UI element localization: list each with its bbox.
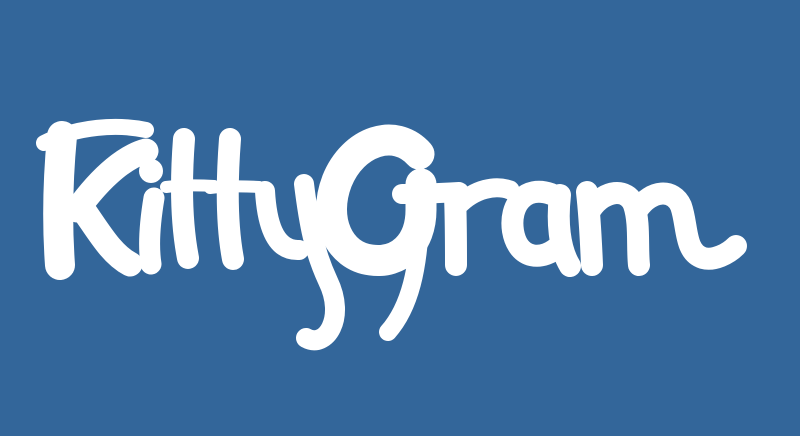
logo-letter-m [576, 181, 747, 276]
logo-letter-i [139, 159, 165, 275]
logo-letter-a [501, 181, 581, 277]
logo-letter-r [444, 178, 520, 276]
logo-letter-k [36, 118, 159, 280]
logo-letter-y [255, 174, 345, 351]
logo-letter-g [316, 124, 469, 341]
logo-letters-tt [160, 128, 265, 270]
